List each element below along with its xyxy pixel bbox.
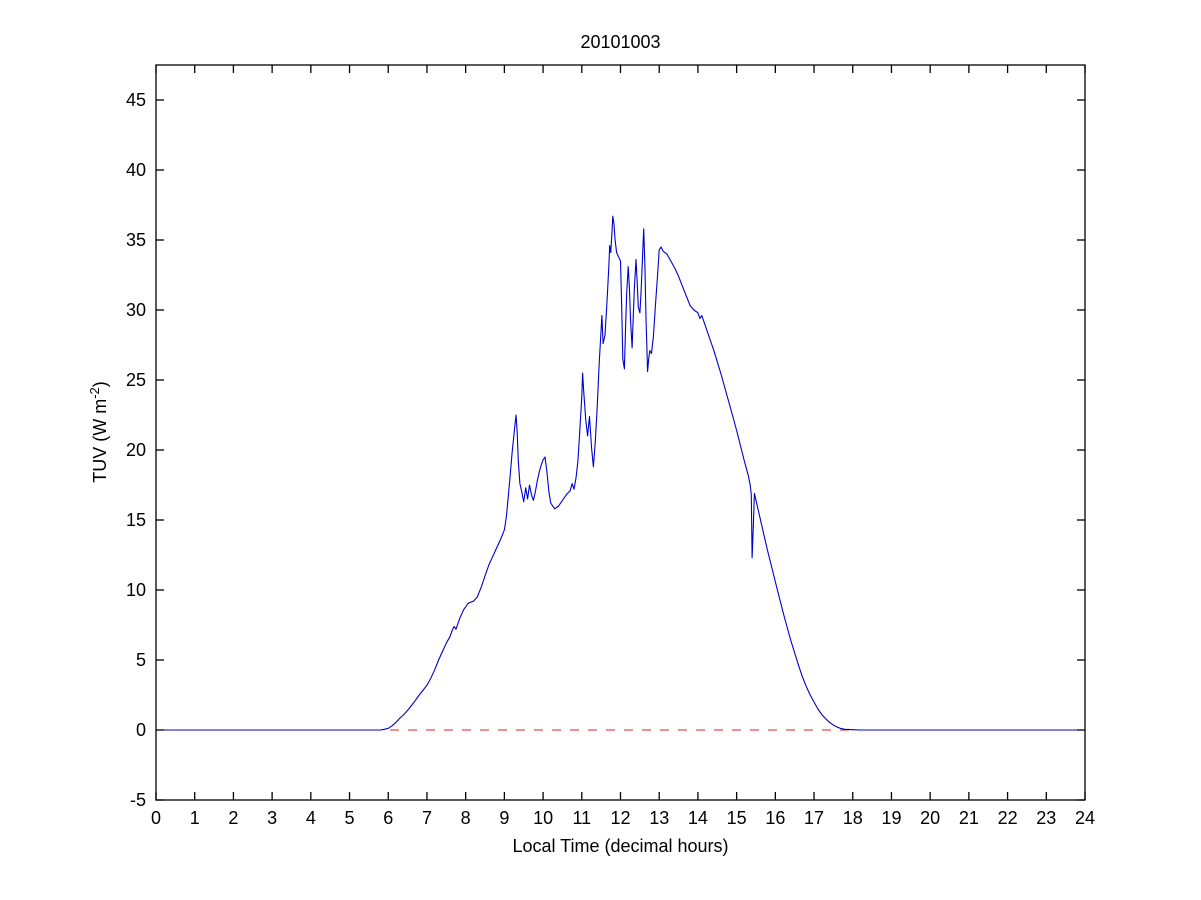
x-tick-label: 23: [1036, 808, 1056, 828]
x-tick-label: 1: [190, 808, 200, 828]
y-tick-label: 20: [126, 440, 146, 460]
y-tick-label: 40: [126, 160, 146, 180]
x-tick-label: 8: [461, 808, 471, 828]
x-tick-label: 24: [1075, 808, 1095, 828]
y-axis-label-close: ): [90, 381, 110, 388]
x-tick-label: 19: [881, 808, 901, 828]
y-tick-label: 10: [126, 580, 146, 600]
x-tick-label: 2: [228, 808, 238, 828]
y-axis-label-superscript: -2: [87, 387, 102, 399]
x-tick-label: 3: [267, 808, 277, 828]
x-tick-label: 20: [920, 808, 940, 828]
x-tick-label: 16: [765, 808, 785, 828]
y-tick-label: 45: [126, 90, 146, 110]
x-tick-label: 10: [533, 808, 553, 828]
y-axis-label: TUV (W m-2): [87, 282, 110, 582]
plot-border: [155, 64, 1086, 801]
x-tick-label: 14: [688, 808, 708, 828]
y-tick-label: 30: [126, 300, 146, 320]
x-tick-label: 21: [959, 808, 979, 828]
y-axis-label-text: TUV (W m: [90, 398, 110, 483]
x-tick-label: 15: [727, 808, 747, 828]
x-tick-label: 5: [345, 808, 355, 828]
y-tick-label: 5: [136, 650, 146, 670]
x-tick-label: 11: [572, 808, 591, 828]
x-axis-label: Local Time (decimal hours): [512, 836, 729, 856]
y-tick-label: 0: [136, 720, 146, 740]
x-tick-label: 9: [499, 808, 509, 828]
x-tick-label: 17: [804, 808, 824, 828]
data-line: [156, 215, 1085, 731]
x-tick-label: 13: [649, 808, 669, 828]
y-tick-label: -5: [130, 790, 146, 810]
x-tick-label: 6: [383, 808, 393, 828]
x-tick-label: 4: [306, 808, 316, 828]
x-tick-label: 0: [151, 808, 161, 828]
x-tick-label: 22: [998, 808, 1018, 828]
y-tick-label: 15: [126, 510, 146, 530]
chart-title: 20101003: [580, 32, 661, 52]
y-tick-label: 25: [126, 370, 146, 390]
x-tick-label: 12: [610, 808, 630, 828]
y-tick-label: 35: [126, 230, 146, 250]
x-tick-label: 7: [422, 808, 432, 828]
x-tick-label: 18: [843, 808, 863, 828]
